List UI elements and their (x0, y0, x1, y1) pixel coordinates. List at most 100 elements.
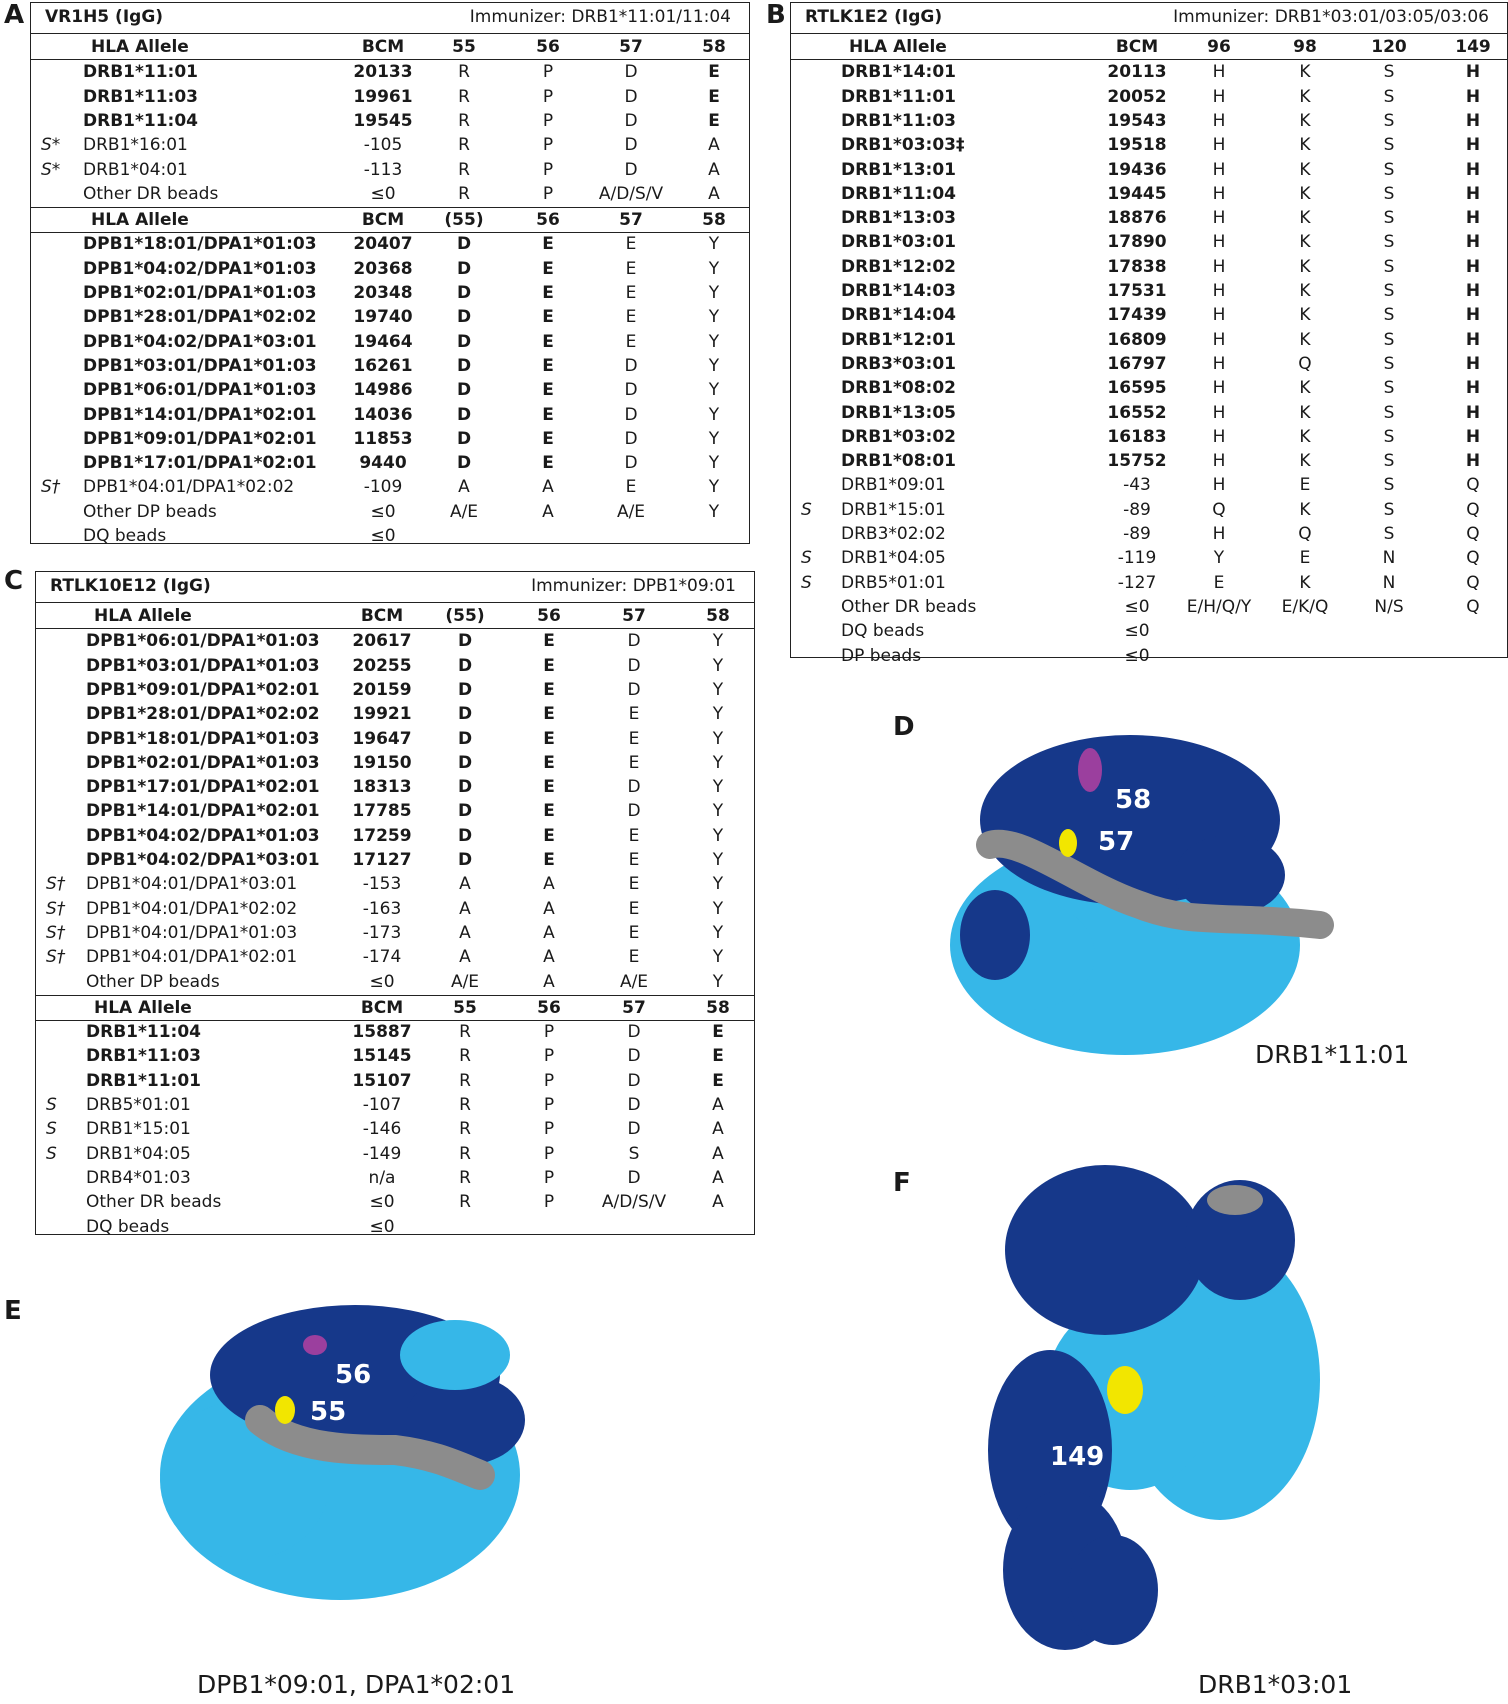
bcm-cell: ≤0 (1124, 645, 1150, 666)
residue-cell: D (627, 679, 641, 700)
specificity-mark: S (801, 499, 812, 520)
residue-cell: Y (712, 898, 724, 919)
table-row: DPB1*18:01/DPA1*01:03 20407 D E E Y (31, 232, 749, 256)
residue-cell: E (543, 752, 555, 773)
panel-letter-a: A (4, 0, 25, 30)
molecule-f-caption: DRB1*03:01 (1198, 1670, 1353, 1699)
bcm-cell: 20617 (352, 631, 412, 652)
table-row: DPB1*02:01/DPA1*01:03 19150 D E E Y (36, 751, 754, 775)
column-header-hla-allele: HLA Allele (91, 210, 189, 231)
residue-cell: N (1382, 572, 1396, 593)
panel-letter-f: F (893, 1168, 911, 1198)
bcm-cell: -89 (1123, 524, 1151, 544)
hla-allele-cell: DRB1*16:01 (83, 135, 188, 156)
residue-cell: E (628, 728, 640, 749)
residue-cell: H (1465, 402, 1481, 423)
table-row: DRB1*14:01 20113 H K S H (791, 60, 1507, 84)
residue-cell: D (627, 631, 641, 652)
table-panel-b: RTLK1E2 (IgG) Immunizer: DRB1*03:01/03:05… (790, 2, 1508, 666)
residue-cell: D (457, 704, 473, 725)
table-row: DRB1*11:03 19543 H K S H (791, 109, 1507, 133)
residue-cell: K (1299, 232, 1311, 253)
residue-cell: Y (708, 477, 720, 498)
residue-cell: D (624, 159, 638, 180)
panel-letter-d: D (893, 712, 915, 742)
hla-allele-cell: DRB1*11:01 (86, 1070, 201, 1091)
hla-allele-cell: DPB1*09:01/DPA1*02:01 (83, 428, 317, 449)
table-row: DRB1*12:02 17838 H K S H (791, 255, 1507, 279)
bcm-cell: 20052 (1107, 86, 1167, 107)
table-row: S† DPB1*04:01/DPA1*01:03 -173 A A E Y (36, 921, 754, 945)
residue-cell: Q (1466, 596, 1480, 617)
column-header-residue: 57 (622, 997, 646, 1018)
bcm-cell: 17439 (1107, 305, 1167, 326)
residue-cell: E (542, 331, 554, 352)
hla-allele-cell: DRB1*09:01 (841, 475, 946, 496)
bcm-cell: 15887 (352, 1022, 412, 1043)
residue-cell: A (542, 501, 554, 522)
residue-cell: R (459, 1192, 471, 1213)
residue-cell: K (1299, 159, 1311, 180)
specificity-mark: S* (41, 159, 61, 180)
residue-cell: D (456, 307, 472, 328)
residue-cell: R (459, 1022, 471, 1043)
bcm-cell: -105 (363, 135, 403, 156)
hla-allele-cell: DRB1*11:01 (841, 86, 956, 107)
table-row: S* DRB1*04:01 -113 R P D A (31, 158, 749, 182)
hla-allele-cell: DRB1*04:01 (83, 159, 188, 180)
residue-cell: E (625, 234, 637, 255)
bcm-cell: n/a (368, 1167, 396, 1188)
residue-cell: A (459, 947, 471, 968)
residue-cell: D (624, 62, 638, 83)
hla-allele-cell: DRB1*11:04 (86, 1022, 201, 1043)
bcm-cell: 15752 (1107, 451, 1167, 472)
residue-cell: H (1465, 426, 1481, 447)
residue-cell: S (628, 1143, 640, 1164)
residue-cell: Q (1466, 572, 1480, 593)
residue-cell: A (459, 898, 471, 919)
residue-cell: H (1212, 402, 1226, 423)
hla-allele-cell: DPB1*18:01/DPA1*01:03 (86, 728, 320, 749)
table-row: DPB1*14:01/DPA1*02:01 17785 D E D Y (36, 799, 754, 823)
column-header-residue: 58 (702, 210, 726, 231)
residue-cell: D (457, 801, 473, 822)
column-header-residue: 57 (622, 606, 646, 626)
hla-allele-cell: DPB1*04:02/DPA1*03:01 (83, 331, 317, 352)
table-row: S DRB1*04:05 -119 Y E N Q (791, 546, 1507, 570)
table-row: S DRB1*15:01 -89 Q K S Q (791, 498, 1507, 522)
table-row: DRB1*03:03‡ 19518 H K S H (791, 133, 1507, 157)
table-row: DRB1*11:04 19545 R P D E (31, 109, 749, 133)
molecule-d-image: 58 57 (930, 725, 1350, 1065)
residue-cell: E (625, 258, 637, 279)
residue-cell: K (1299, 378, 1311, 399)
hla-allele-cell: DRB1*13:03 (841, 208, 956, 229)
residue-cell: E (542, 307, 554, 328)
residue-cell: D (457, 825, 473, 846)
table-row: DQ beads ≤0 (31, 524, 749, 548)
panel-b-title-bar: RTLK1E2 (IgG) Immunizer: DRB1*03:01/03:05… (791, 3, 1507, 34)
bcm-cell: 19150 (352, 752, 412, 773)
residue-cell: Y (712, 777, 724, 798)
residue-cell: Y (712, 947, 724, 968)
residue-cell: A (458, 477, 470, 498)
residue-cell: Q (1466, 499, 1480, 520)
bcm-cell: ≤0 (369, 971, 395, 992)
hla-allele-cell: Other DP beads (86, 971, 220, 992)
residue-cell: Y (712, 655, 724, 676)
table-row: DPB1*09:01/DPA1*02:01 20159 D E D Y (36, 678, 754, 702)
residue-cell: H (1465, 232, 1481, 253)
hla-allele-cell: DRB1*08:01 (841, 451, 956, 472)
hla-allele-cell: DRB4*01:03 (86, 1167, 191, 1188)
table-row: DRB1*08:02 16595 H K S H (791, 376, 1507, 400)
column-header-residue: 149 (1455, 37, 1491, 57)
column-header-bcm: BCM (1115, 37, 1159, 57)
bcm-cell: 9440 (359, 453, 407, 474)
immunizer-text: Immunizer: DRB1*03:01/03:05/03:06 (1173, 7, 1489, 27)
hla-allele-cell: DPB1*02:01/DPA1*01:03 (86, 752, 320, 773)
table-row: DPB1*04:02/DPA1*01:03 20368 D E E Y (31, 257, 749, 281)
hla-allele-cell: DPB1*28:01/DPA1*02:02 (86, 704, 320, 725)
residue-cell: H (1465, 208, 1481, 229)
residue-cell: D (457, 679, 473, 700)
residue-cell: E (628, 825, 640, 846)
hla-allele-cell: DRB1*15:01 (841, 499, 946, 520)
